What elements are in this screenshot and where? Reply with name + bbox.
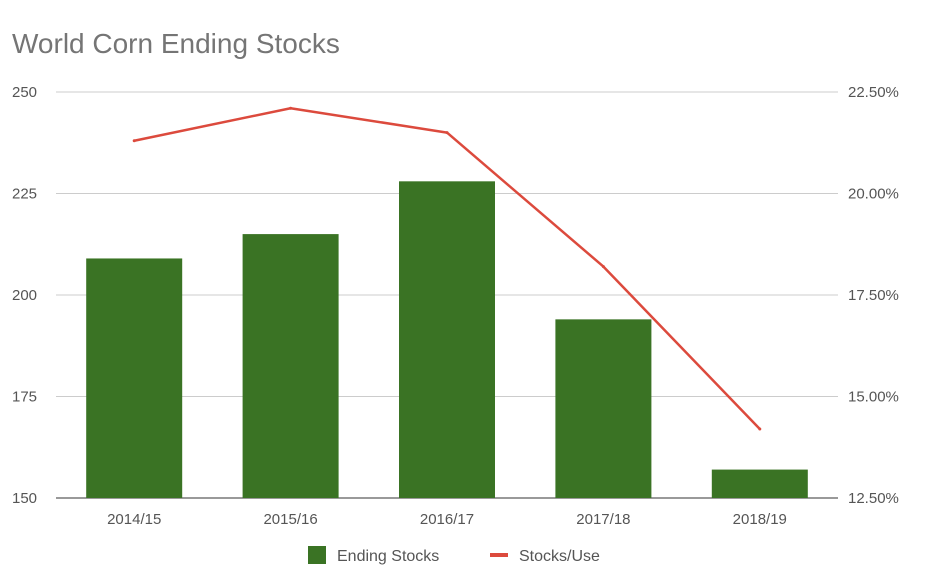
x-tick-label: 2018/19 — [733, 511, 787, 528]
y-right-tick-label: 22.50% — [848, 84, 899, 101]
y-right-tick-label: 17.50% — [848, 287, 899, 304]
y-left-tick-label: 200 — [12, 287, 37, 304]
line-point — [289, 106, 293, 110]
chart-title: World Corn Ending Stocks — [12, 28, 340, 59]
line-point — [445, 131, 449, 135]
line-point — [601, 265, 605, 269]
x-tick-label: 2017/18 — [576, 511, 630, 528]
x-tick-label: 2016/17 — [420, 511, 474, 528]
bar — [86, 258, 183, 498]
line-series — [132, 106, 762, 431]
bar — [555, 319, 652, 498]
line-point — [132, 139, 136, 143]
line-point — [758, 427, 762, 431]
y-axis-right-ticks: 12.50% 15.00% 17.50% 20.00% 22.50% — [848, 84, 899, 507]
x-tick-label: 2014/15 — [107, 511, 161, 528]
legend-swatch-line — [490, 553, 508, 557]
y-left-tick-label: 225 — [12, 186, 37, 203]
legend-label: Stocks/Use — [519, 548, 600, 565]
y-right-tick-label: 15.00% — [848, 389, 899, 406]
x-axis-ticks: 2014/15 2015/16 2016/17 2017/18 2018/19 — [107, 511, 787, 528]
bar-series — [86, 181, 808, 498]
x-tick-label: 2015/16 — [263, 511, 317, 528]
bar — [711, 469, 808, 498]
legend-label: Ending Stocks — [337, 548, 439, 565]
y-left-tick-label: 150 — [12, 490, 37, 507]
legend-swatch-bar — [308, 546, 326, 564]
y-axis-left-ticks: 150 175 200 225 250 — [12, 84, 37, 507]
y-left-tick-label: 175 — [12, 389, 37, 406]
y-right-tick-label: 12.50% — [848, 490, 899, 507]
y-right-tick-label: 20.00% — [848, 186, 899, 203]
bar — [242, 234, 339, 498]
legend: Ending Stocks Stocks/Use — [308, 546, 600, 565]
bar — [399, 181, 495, 498]
y-left-tick-label: 250 — [12, 84, 37, 101]
